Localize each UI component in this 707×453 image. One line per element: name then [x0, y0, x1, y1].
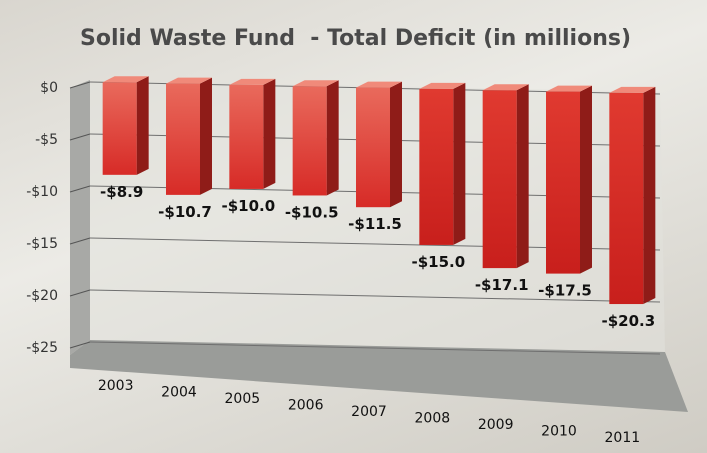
data-label-2005: -$10.0 — [221, 197, 275, 215]
data-label-2003: -$8.9 — [100, 183, 143, 201]
x-tick-label-2007: 2007 — [351, 404, 387, 420]
x-tick-label-2009: 2009 — [478, 417, 514, 433]
bar-top — [292, 80, 339, 87]
bar-2011 — [609, 86, 656, 305]
bar-2003 — [102, 76, 149, 175]
bar-side — [453, 82, 466, 245]
bar-side — [200, 77, 212, 195]
bar-front — [292, 86, 327, 196]
bar-side — [326, 80, 339, 196]
bar-2005 — [229, 78, 276, 189]
bar-top — [356, 81, 402, 88]
bar-top — [482, 84, 529, 91]
bar-top — [546, 85, 592, 92]
bars — [102, 76, 656, 305]
data-label-2008: -$15.0 — [411, 253, 465, 271]
bar-front — [482, 90, 517, 269]
bar-top — [166, 77, 212, 84]
bar-front — [356, 87, 390, 208]
bar-side — [516, 84, 529, 269]
bar-side — [580, 85, 592, 274]
y-axis-ticks: $0 -$5 -$10 -$15 -$20 -$25 — [26, 80, 58, 356]
x-tick-label-2010: 2010 — [541, 424, 577, 440]
bar-front — [419, 88, 454, 245]
bar-top — [102, 76, 149, 83]
bar-2009 — [482, 84, 529, 269]
bar-side — [263, 78, 276, 189]
chart-floor — [70, 340, 688, 412]
bar-side — [390, 81, 402, 208]
bar-side — [643, 86, 656, 305]
data-label-2010: -$17.5 — [538, 282, 592, 300]
gridline-side — [69, 237, 91, 245]
gridline-side — [69, 133, 91, 141]
bar-front — [166, 83, 200, 195]
x-tick-label-2008: 2008 — [415, 411, 451, 427]
bar-2006 — [292, 80, 339, 196]
data-label-2011: -$20.3 — [601, 312, 655, 330]
gridline — [89, 289, 661, 303]
y-tick-label: -$20 — [26, 288, 58, 304]
x-tick-label-2006: 2006 — [288, 398, 324, 414]
bar-2007 — [356, 81, 402, 208]
data-labels: -$8.9 -$10.7 -$10.0 -$10.5 -$11.5 -$15.0 -$17.… — [100, 183, 655, 330]
x-tick-label-2004: 2004 — [161, 385, 197, 401]
data-label-2007: -$11.5 — [348, 215, 402, 233]
y-tick-label: -$15 — [26, 236, 58, 252]
side-wall — [70, 80, 90, 355]
bar-side — [136, 76, 149, 175]
gridline-side — [69, 81, 91, 89]
x-tick-label-2005: 2005 — [225, 391, 261, 407]
bar-front — [546, 91, 580, 274]
bar-front — [229, 84, 264, 189]
data-label-2009: -$17.1 — [475, 276, 529, 294]
bar-top — [419, 82, 466, 89]
y-tick-label: $0 — [40, 80, 58, 96]
x-tick-label-2003: 2003 — [98, 378, 134, 394]
chart-title: Solid Waste Fund - Total Deficit (in mil… — [80, 26, 631, 51]
y-tick-label: -$5 — [35, 132, 58, 148]
gridline-side — [69, 185, 91, 193]
x-tick-label-2011: 2011 — [605, 430, 641, 446]
bar-2008 — [419, 82, 466, 245]
bar-top — [229, 78, 276, 85]
gridline-side — [69, 289, 91, 297]
y-tick-label: -$10 — [26, 184, 58, 200]
bar-2004 — [166, 77, 212, 195]
bar-front — [609, 92, 644, 305]
bar-2010 — [546, 85, 592, 274]
gridline-side — [69, 341, 91, 349]
data-label-2006: -$10.5 — [285, 203, 339, 221]
y-tick-label: -$25 — [26, 340, 58, 356]
bar-top — [609, 86, 656, 93]
x-axis-ticks: 2003 2004 2005 2006 2007 2008 2009 2010 2011 — [98, 378, 640, 446]
data-label-2004: -$10.7 — [158, 203, 212, 221]
bar-front — [102, 82, 137, 175]
gridline — [89, 341, 661, 355]
